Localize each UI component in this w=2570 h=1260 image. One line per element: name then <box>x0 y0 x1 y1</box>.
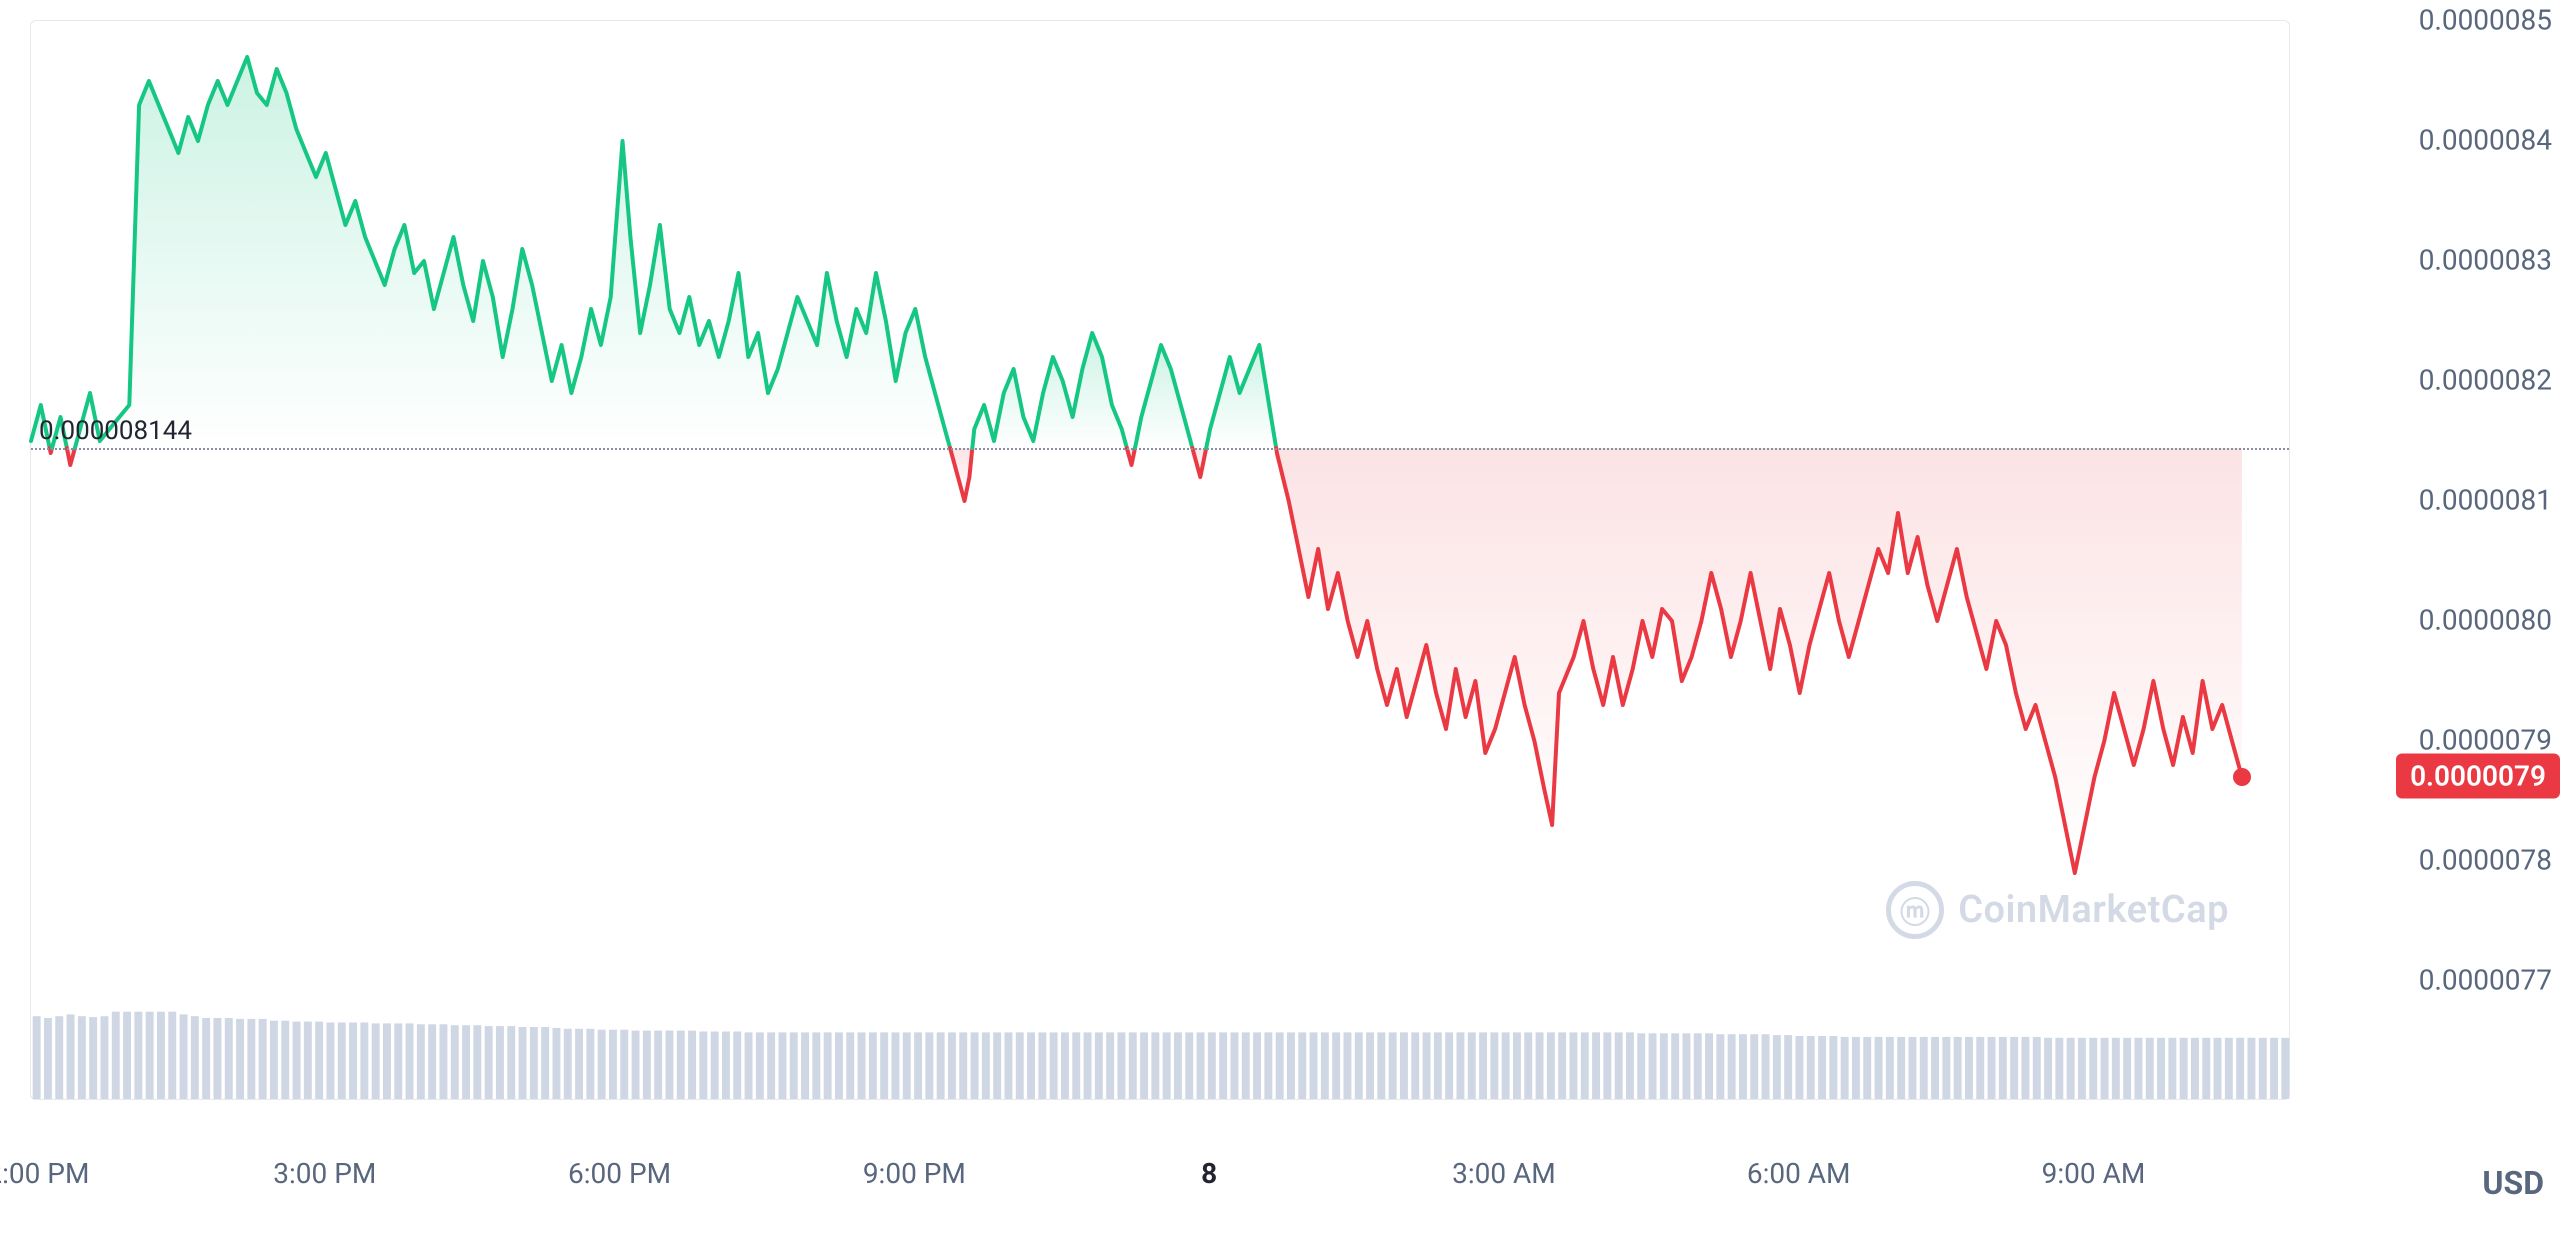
y-axis-tick-label: 0.0000085 <box>2419 4 2552 37</box>
current-price-badge: 0.0000079 <box>2396 754 2560 799</box>
x-axis-tick-label: 3:00 PM <box>273 1157 376 1190</box>
y-axis-tick-label: 0.0000079 <box>2419 724 2552 757</box>
price-chart-container: 0.000008144 ⓜ CoinMarketCap 0.0000079 US… <box>0 0 2570 1260</box>
x-axis-tick-label: 9:00 PM <box>863 1157 966 1190</box>
watermark-icon: ⓜ <box>1886 881 1944 939</box>
y-axis-tick-label: 0.0000082 <box>2419 364 2552 397</box>
current-price-badge-text: 0.0000079 <box>2410 760 2546 793</box>
currency-label: USD <box>2482 1164 2544 1202</box>
volume-bars-svg <box>31 999 2291 1099</box>
x-axis-tick-label: 3:00 AM <box>1452 1157 1556 1190</box>
x-axis-tick-label: 9:00 AM <box>2042 1157 2146 1190</box>
x-axis-tick-label: 12:00 PM <box>0 1157 89 1190</box>
watermark-text: CoinMarketCap <box>1958 888 2229 932</box>
x-axis-tick-label: 6:00 PM <box>568 1157 671 1190</box>
y-axis-tick-label: 0.0000083 <box>2419 244 2552 277</box>
x-axis-tick-label: 8 <box>1201 1157 1217 1190</box>
y-axis-tick-label: 0.0000078 <box>2419 844 2552 877</box>
y-axis-tick-label: 0.0000080 <box>2419 604 2552 637</box>
y-axis-tick-label: 0.0000081 <box>2419 484 2552 517</box>
x-axis-tick-label: 6:00 AM <box>1747 1157 1851 1190</box>
price-line-svg <box>31 21 2291 981</box>
reference-price-label: 0.000008144 <box>37 416 194 446</box>
y-axis-tick-label: 0.0000077 <box>2419 964 2552 997</box>
watermark: ⓜ CoinMarketCap <box>1886 881 2229 939</box>
chart-plot-area[interactable]: 0.000008144 ⓜ CoinMarketCap <box>30 20 2290 1100</box>
y-axis-tick-label: 0.0000084 <box>2419 124 2552 157</box>
reference-price-line: 0.000008144 <box>31 448 2289 450</box>
current-price-dot <box>2233 768 2251 786</box>
